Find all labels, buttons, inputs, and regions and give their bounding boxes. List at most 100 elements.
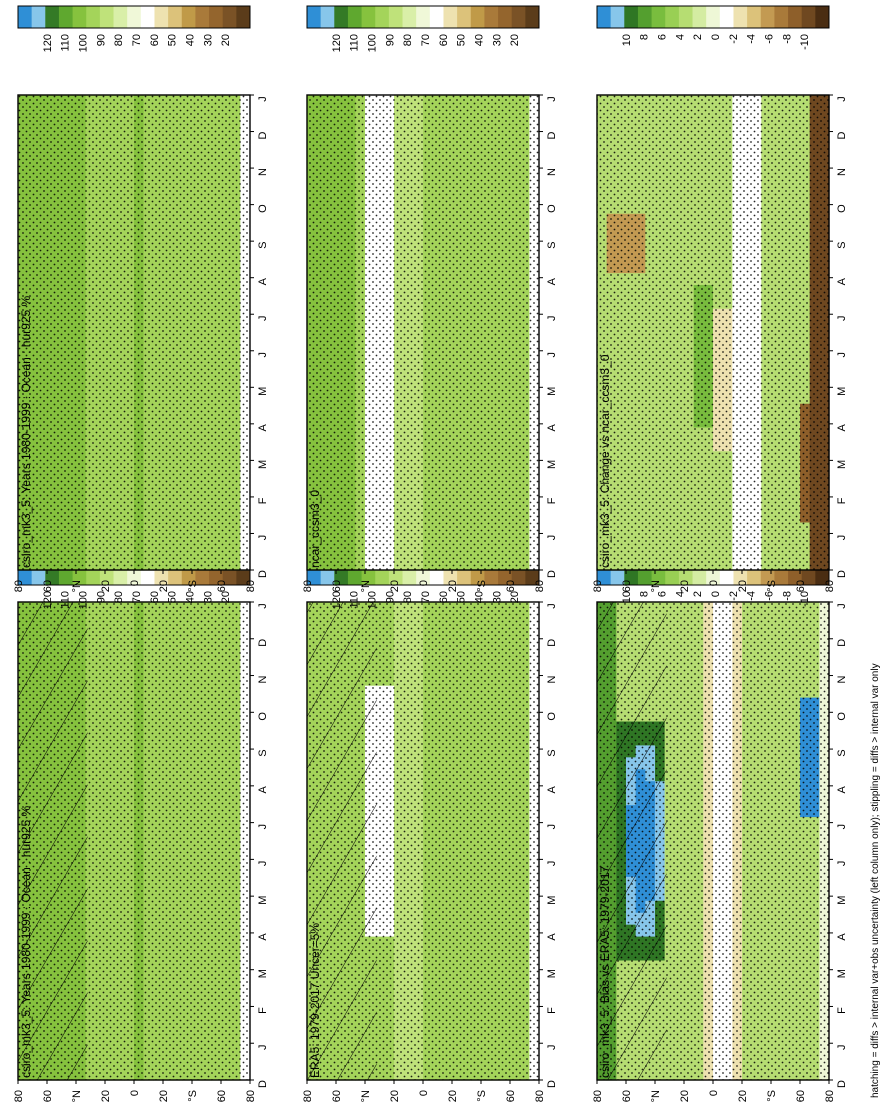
colorbar-swatch bbox=[31, 6, 46, 28]
lat-tick-label: 80 bbox=[13, 1090, 25, 1102]
colorbar-swatch bbox=[375, 6, 390, 28]
colorbar-label: 50 bbox=[456, 34, 468, 46]
stippling-overlay bbox=[18, 95, 250, 570]
colorbar-label: 30 bbox=[491, 591, 503, 603]
colorbar-swatch bbox=[18, 6, 33, 28]
month-tick-label: O bbox=[257, 712, 269, 721]
month-tick-label: J bbox=[546, 352, 558, 358]
month-tick-label: A bbox=[257, 786, 269, 794]
colorbar-swatch bbox=[320, 6, 335, 28]
lat-tick-label: 60 bbox=[505, 580, 517, 592]
lat-tick-label: 60 bbox=[216, 580, 228, 592]
colorbar-label: 30 bbox=[202, 591, 214, 603]
colorbar-swatch bbox=[99, 6, 114, 28]
colorbar-swatch bbox=[195, 6, 210, 28]
month-tick-label: D bbox=[546, 1080, 558, 1088]
lat-tick-label: 80 bbox=[302, 580, 314, 592]
colorbar-swatch bbox=[181, 6, 196, 28]
colorbar-label: 90 bbox=[95, 34, 107, 46]
lat-tick-label: 20 bbox=[100, 580, 112, 592]
month-tick-label: M bbox=[546, 460, 558, 469]
lat-tick-label: 60 bbox=[505, 1090, 517, 1102]
lat-tick-label: 60 bbox=[42, 1090, 54, 1102]
month-tick-label: J bbox=[257, 1044, 269, 1050]
lat-tick-label: 0 bbox=[418, 580, 430, 586]
colorbar-swatch bbox=[347, 6, 362, 28]
colorbar-swatch bbox=[443, 6, 458, 28]
month-tick-label: M bbox=[546, 387, 558, 396]
lat-tick-label: 80 bbox=[534, 580, 546, 592]
colorbar-swatch bbox=[72, 6, 87, 28]
lat-tick-label: 60 bbox=[331, 580, 343, 592]
colorbar-label: 70 bbox=[131, 34, 143, 46]
colorbar-label: 60 bbox=[149, 591, 161, 603]
lat-tick-label: 60 bbox=[216, 1090, 228, 1102]
month-tick-label: J bbox=[546, 861, 558, 867]
colorbar-label: 20 bbox=[509, 591, 521, 603]
month-tick-label: N bbox=[257, 168, 269, 176]
colorbar-label: 30 bbox=[491, 34, 503, 46]
month-tick-label: S bbox=[546, 749, 558, 756]
colorbar-swatch bbox=[86, 6, 101, 28]
month-tick-label: N bbox=[546, 676, 558, 684]
month-tick-label: F bbox=[257, 497, 269, 504]
lat-tick-label: 80 bbox=[302, 1090, 314, 1102]
month-tick-label: A bbox=[546, 424, 558, 432]
month-tick-label: M bbox=[546, 969, 558, 978]
month-tick-label: F bbox=[546, 1007, 558, 1014]
lat-tick-label: °N bbox=[360, 580, 372, 592]
colorbar-label: 120 bbox=[331, 34, 343, 52]
month-tick-label: J bbox=[546, 315, 558, 321]
lat-tick-label: 80 bbox=[245, 580, 257, 592]
month-tick-label: J bbox=[546, 535, 558, 541]
panel-title: csiro_mk3_5: Years 1980-1999 : Ocean : h… bbox=[19, 295, 33, 568]
colorbar-swatch bbox=[334, 6, 349, 28]
colorbar-swatch bbox=[154, 6, 169, 28]
month-tick-label: N bbox=[257, 676, 269, 684]
colorbar-label: 60 bbox=[149, 34, 161, 46]
colorbar-label: 80 bbox=[113, 34, 125, 46]
colorbar-swatch bbox=[140, 6, 155, 28]
lat-tick-label: °N bbox=[71, 1090, 83, 1102]
colorbar-swatch bbox=[168, 6, 183, 28]
month-tick-label: M bbox=[257, 969, 269, 978]
colorbar-frame bbox=[17, 5, 251, 29]
colorbar-label: 80 bbox=[113, 591, 125, 603]
lat-tick-label: 20 bbox=[158, 1090, 170, 1102]
colorbar-label: 20 bbox=[220, 591, 232, 603]
lat-tick-label: °S bbox=[187, 1090, 199, 1102]
lat-tick-label: 20 bbox=[389, 1090, 401, 1102]
lat-tick-label: 60 bbox=[331, 1090, 343, 1102]
month-tick-label: S bbox=[257, 749, 269, 756]
colorbar-swatch bbox=[236, 6, 251, 28]
colorbar-label: 30 bbox=[202, 34, 214, 46]
lat-tick-label: 20 bbox=[389, 580, 401, 592]
month-tick-label: J bbox=[546, 1044, 558, 1050]
month-tick-label: A bbox=[257, 424, 269, 432]
colorbar-label: 50 bbox=[456, 591, 468, 603]
month-tick-label: J bbox=[546, 824, 558, 830]
lat-tick-label: 80 bbox=[534, 1090, 546, 1102]
colorbar-swatch bbox=[525, 6, 540, 28]
lat-tick-label: 0 bbox=[129, 1090, 141, 1096]
colorbar-swatch bbox=[511, 6, 526, 28]
lat-tick-label: 80 bbox=[13, 580, 25, 592]
colorbar-label: 50 bbox=[167, 34, 179, 46]
colorbar-label: 40 bbox=[474, 591, 486, 603]
month-tick-label: A bbox=[546, 277, 558, 285]
lat-tick-label: 20 bbox=[447, 1090, 459, 1102]
colorbar-frame bbox=[306, 5, 540, 29]
lat-tick-label: 0 bbox=[129, 580, 141, 586]
month-tick-label: D bbox=[546, 132, 558, 140]
month-tick-label: J bbox=[257, 535, 269, 541]
month-tick-label: A bbox=[546, 933, 558, 941]
month-tick-label: J bbox=[257, 861, 269, 867]
colorbar-swatch bbox=[127, 6, 142, 28]
panels-layer: D J F M A M J J A S O N D J 80 60 °N 20 0 20 °S 60 80 csiro_mk3… bbox=[13, 5, 848, 1102]
colorbar-label: 40 bbox=[185, 34, 197, 46]
lat-tick-label: 20 bbox=[447, 580, 459, 592]
